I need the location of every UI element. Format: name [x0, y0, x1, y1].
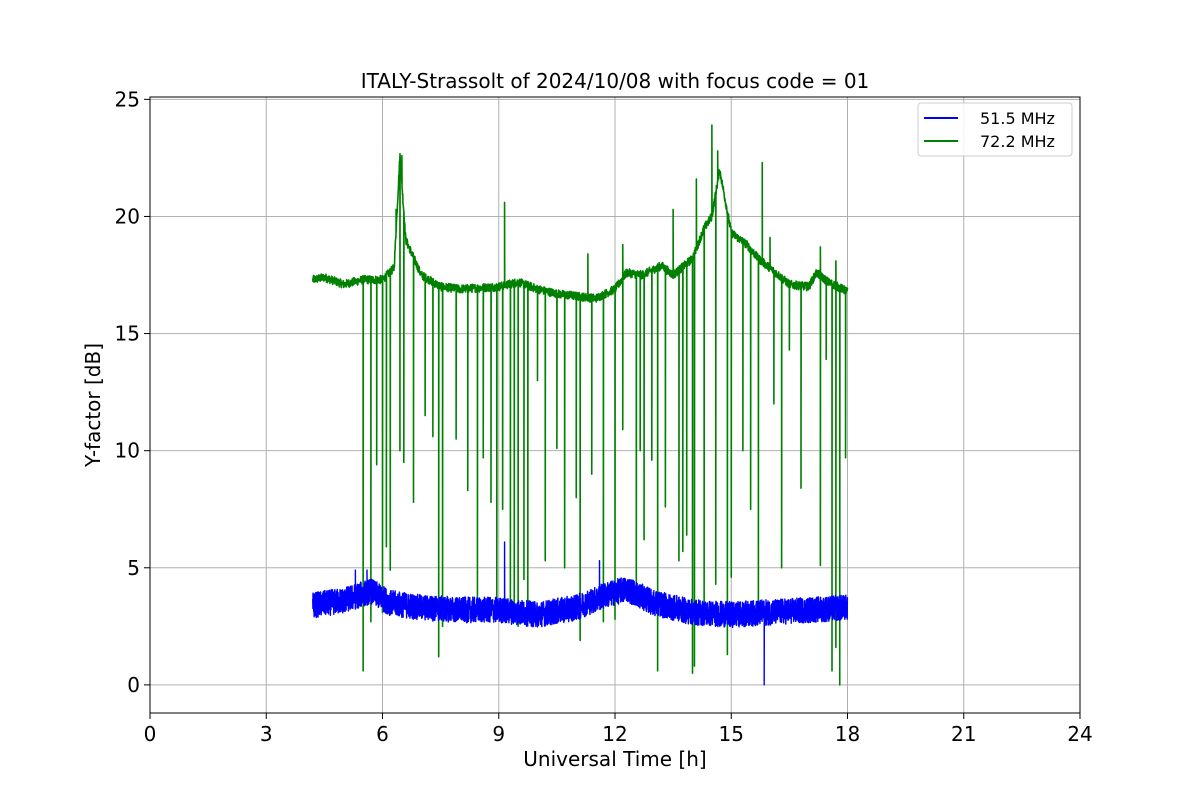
y-tick-label: 0 [127, 673, 140, 697]
x-tick-label: 6 [376, 722, 389, 746]
x-tick-label: 12 [602, 722, 627, 746]
y-axis-label: Y-factor [dB] [81, 343, 105, 468]
x-tick-label: 21 [951, 722, 976, 746]
x-tick-label: 24 [1067, 722, 1092, 746]
series-line-51-5 [312, 541, 849, 686]
y-tick-label: 15 [115, 322, 140, 346]
x-axis-label: Universal Time [h] [523, 747, 706, 771]
y-tick-label: 20 [115, 204, 140, 228]
legend-label-51-5: 51.5 MHz [980, 109, 1055, 128]
x-tick-label: 9 [492, 722, 505, 746]
series-layer [311, 124, 849, 686]
x-tick-label: 3 [260, 722, 273, 746]
y-tick-label: 10 [115, 439, 140, 463]
legend-box [917, 102, 1073, 157]
y-tick-label: 25 [115, 87, 140, 111]
x-tick-label: 18 [835, 722, 860, 746]
y-tick-label: 5 [127, 556, 140, 580]
series-line-72-2 [311, 124, 849, 686]
x-tick-label: 0 [144, 722, 157, 746]
chart-title: ITALY-Strassolt of 2024/10/08 with focus… [361, 69, 870, 93]
legend-label-72-2: 72.2 MHz [980, 132, 1055, 151]
x-tick-label: 15 [719, 722, 744, 746]
legend: 51.5 MHz 72.2 MHz [917, 102, 1073, 157]
tick-layer: 0 3 6 9 12 15 18 21 24 0 5 10 15 20 25 [115, 87, 1093, 746]
